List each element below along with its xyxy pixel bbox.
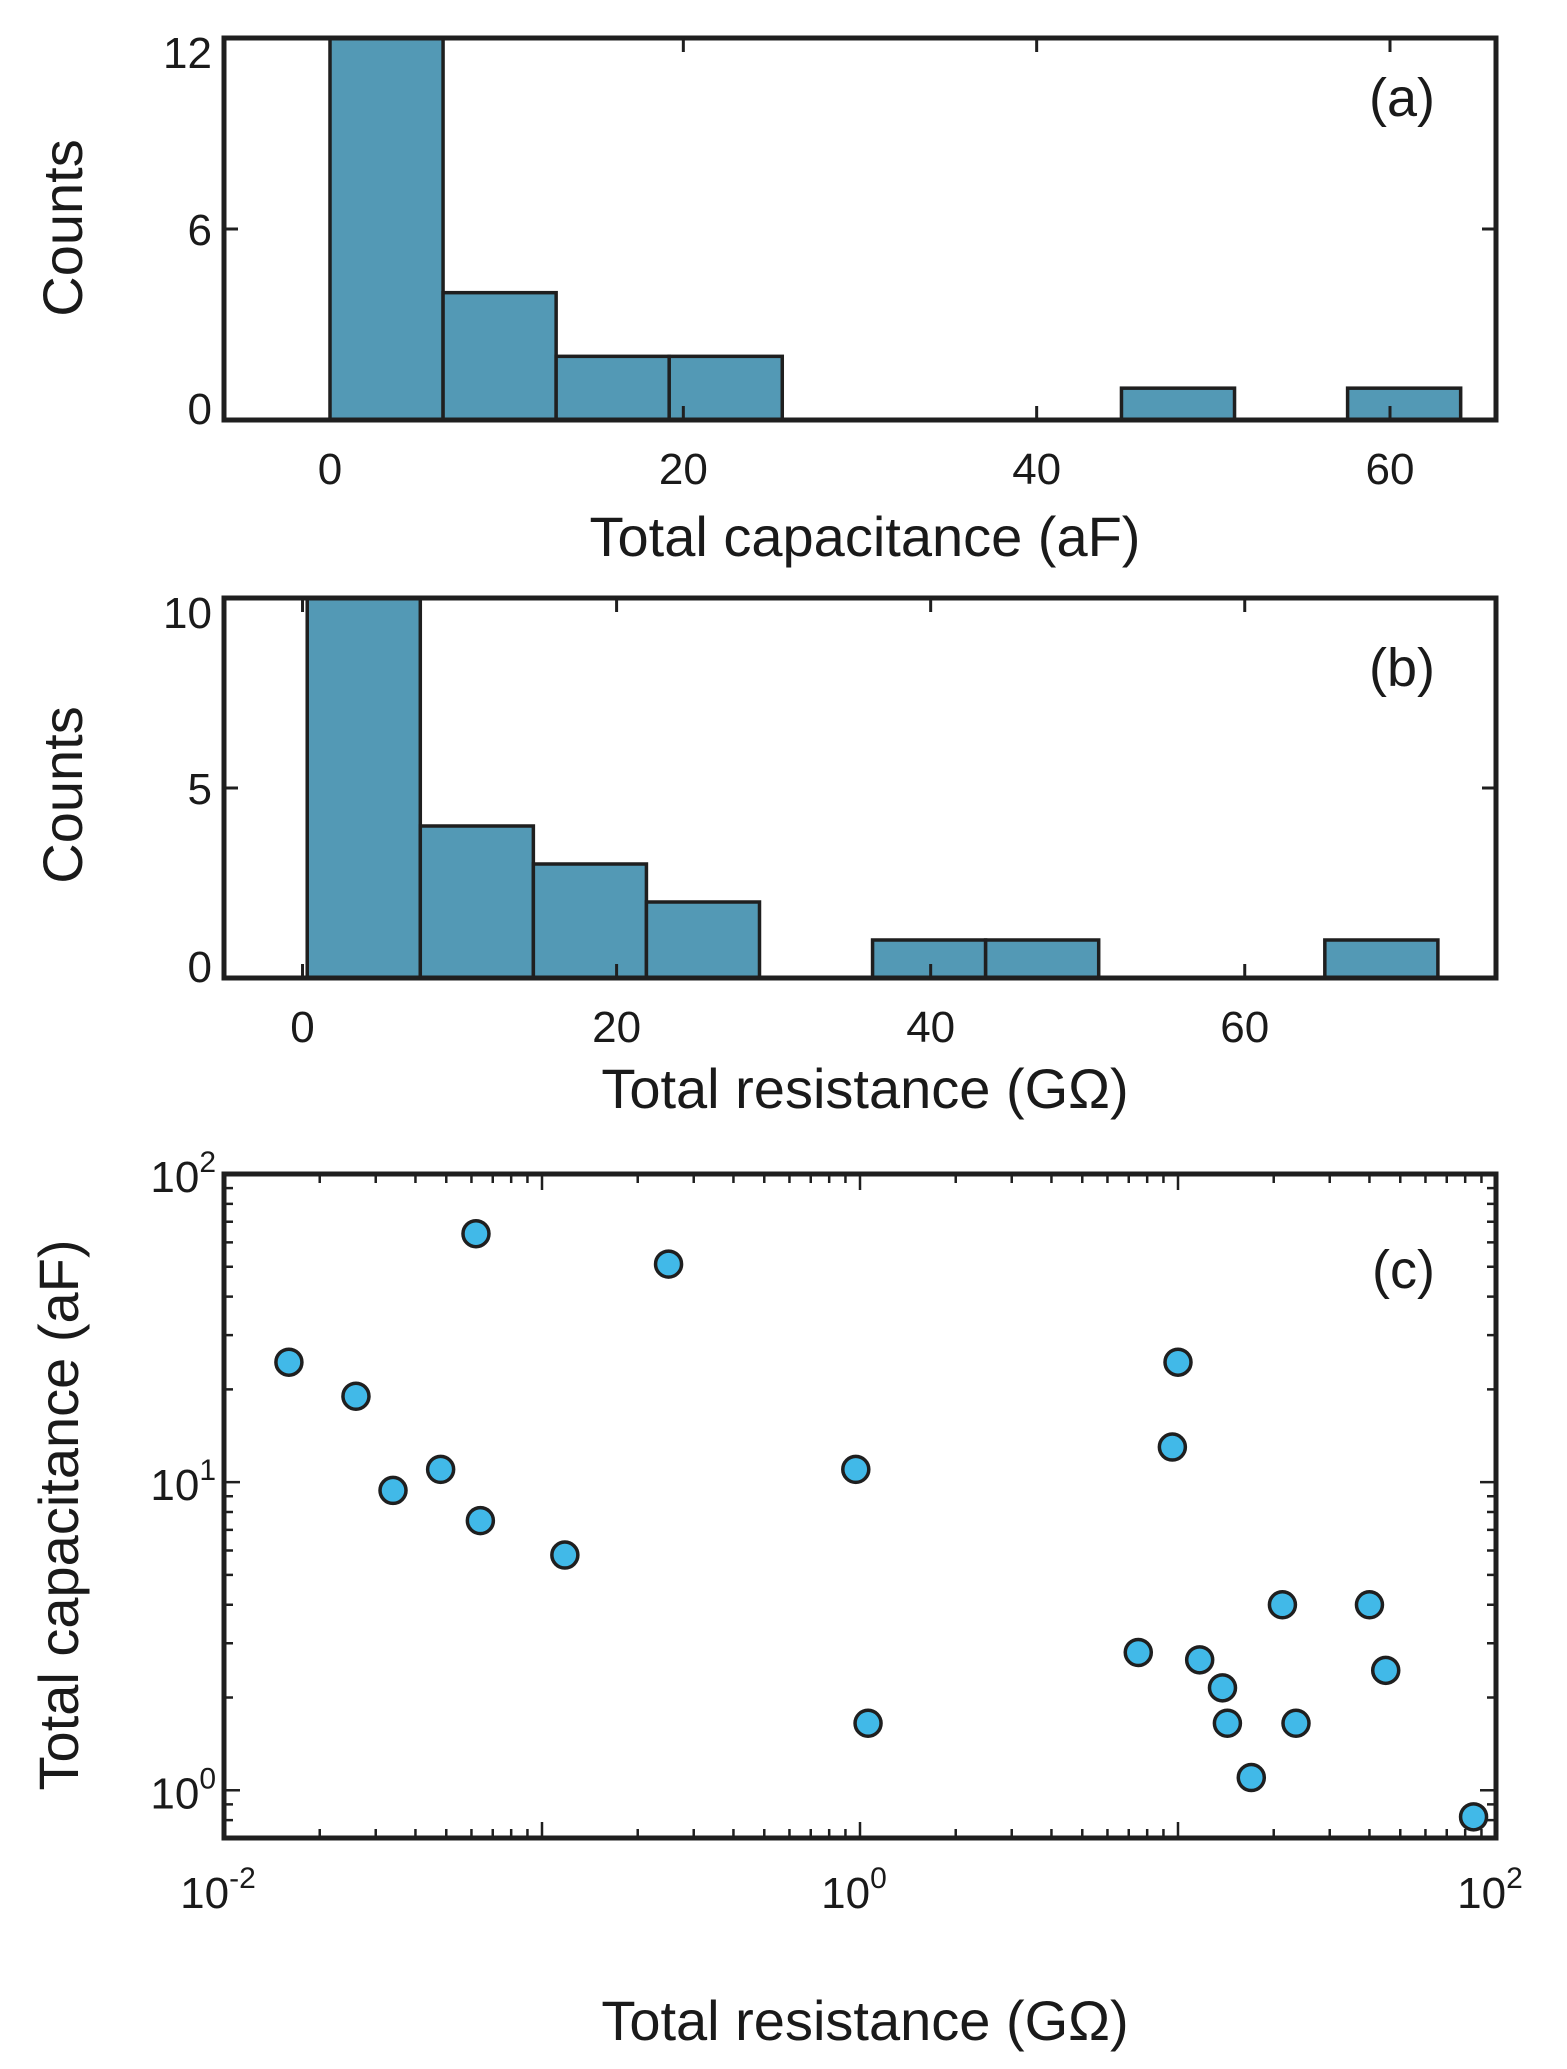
- scatter-point: [378, 1475, 408, 1506]
- scatter-capacitance-vs-resistance: 10-2 100 102 100 101 102 (c) Total resistance…: [27, 1146, 1523, 2052]
- scatter-point: [1163, 1347, 1193, 1377]
- histogram-bar: [328, 36, 445, 422]
- scatter-point: [1184, 1645, 1215, 1675]
- x-tick-label: 0: [318, 445, 342, 494]
- scatter-point: [1458, 1802, 1489, 1832]
- scatter-point: [1207, 1673, 1238, 1703]
- scatter-point: [1370, 1655, 1401, 1686]
- scatter-point: [1267, 1590, 1298, 1620]
- x-tick-label: 20: [592, 1003, 641, 1052]
- plot-frame: [221, 1171, 1499, 1841]
- y-axis-label-c: Total capacitance (aF): [27, 1240, 90, 1791]
- scatter-point: [274, 1347, 304, 1377]
- histogram-capacitance: 0 20 40 60 0 6 12 (a) Total capacitance (aF) C…: [31, 29, 1499, 568]
- panel-label-a: (a): [1369, 68, 1435, 128]
- scatter-point: [1281, 1708, 1311, 1739]
- scatter-point: [853, 1708, 883, 1739]
- scatter-point: [653, 1249, 684, 1279]
- histogram-bar: [1323, 938, 1440, 980]
- scatter-point: [1157, 1432, 1188, 1462]
- scatter-point: [425, 1454, 456, 1485]
- x-axis-label-b: Total resistance (GΩ): [601, 1057, 1128, 1120]
- histogram-bar: [441, 290, 558, 422]
- y-tick-label: 5: [188, 765, 212, 814]
- histogram-bar: [1345, 386, 1463, 422]
- x-tick-label: 100: [821, 1862, 887, 1918]
- histogram-bar: [418, 824, 536, 980]
- panel-label-c: (c): [1372, 1240, 1435, 1300]
- scatter-point: [465, 1505, 496, 1536]
- histogram-bar: [554, 354, 671, 422]
- y-axis-label-a: Counts: [31, 139, 94, 316]
- x-tick-label: 0: [290, 1003, 314, 1052]
- scatter-point: [1123, 1637, 1154, 1668]
- scatter-point: [341, 1381, 371, 1411]
- scatter-point: [841, 1454, 871, 1485]
- histogram-bar: [667, 354, 785, 422]
- histogram-bar: [1119, 386, 1237, 422]
- x-tick-label: 60: [1220, 1003, 1269, 1052]
- panel-label-b: (b): [1369, 638, 1435, 698]
- y-tick-label: 10: [163, 589, 212, 638]
- x-axis-label-c: Total resistance (GΩ): [601, 1989, 1128, 2052]
- x-tick-label: 20: [659, 445, 708, 494]
- scatter-point: [1212, 1708, 1243, 1739]
- y-tick-label: 101: [150, 1454, 216, 1510]
- x-axis-label-a: Total capacitance (aF): [590, 505, 1141, 568]
- y-tick-label: 100: [150, 1762, 216, 1818]
- histogram-resistance: 0 20 40 60 0 5 10 (b) Total resistance (GΩ) Co…: [31, 589, 1499, 1120]
- y-tick-label: 102: [150, 1146, 216, 1202]
- histogram-bar: [870, 938, 988, 980]
- x-tick-label: 60: [1366, 445, 1415, 494]
- scatter-point: [461, 1218, 491, 1249]
- y-tick-label: 0: [188, 385, 212, 434]
- histogram-bar: [305, 596, 423, 980]
- x-tick-label: 40: [906, 1003, 955, 1052]
- y-tick-label: 6: [188, 206, 212, 255]
- scatter-point: [1354, 1590, 1385, 1620]
- histogram-bar: [531, 862, 649, 980]
- x-tick-label: 10-2: [180, 1862, 256, 1918]
- scatter-point: [1236, 1762, 1267, 1793]
- y-axis-label-b: Counts: [31, 706, 94, 883]
- x-tick-label: 102: [1457, 1862, 1523, 1918]
- scatter-point: [550, 1540, 580, 1570]
- x-tick-label: 40: [1012, 445, 1061, 494]
- y-tick-label: 0: [188, 943, 212, 992]
- histogram-bar: [644, 900, 762, 980]
- histogram-bar: [983, 938, 1101, 980]
- y-tick-label: 12: [163, 29, 212, 78]
